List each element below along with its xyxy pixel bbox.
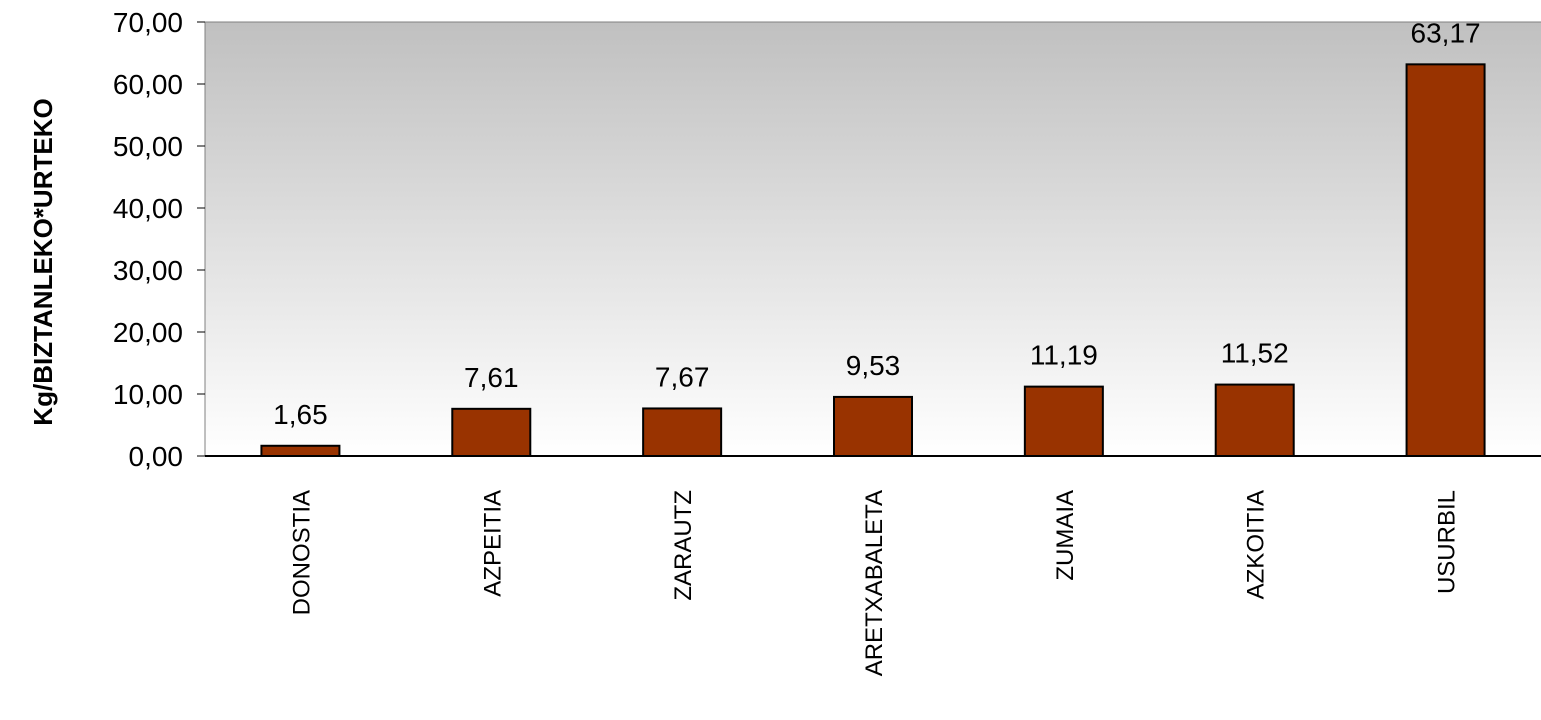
plot-area [204, 21, 1541, 456]
y-axis-title: Kg/BIZTANLEKO*URTEKO [28, 98, 58, 425]
data-label: 7,61 [464, 362, 519, 393]
x-tick-label: ZARAUTZ [670, 490, 697, 601]
y-tick-label: 30,00 [113, 255, 183, 286]
bar-aretxabaleta [833, 395, 913, 457]
x-tick-label: ZUMAIA [1052, 490, 1079, 581]
x-tick-label: USURBIL [1434, 490, 1461, 594]
bar-azpeitia [451, 407, 532, 457]
y-tick-label: 60,00 [113, 69, 183, 100]
bar-donostia [260, 444, 341, 457]
bar-azkoitia [1214, 383, 1295, 457]
bar-zumaia [1023, 385, 1104, 458]
y-axis: 0,00 10,00 20,00 30,00 40,00 50,00 60,00 70,00 [113, 7, 205, 472]
data-label: 1,65 [273, 399, 328, 430]
bars [260, 63, 1486, 458]
y-tick-label: 20,00 [113, 317, 183, 348]
data-label: 11,19 [1030, 340, 1098, 371]
data-label: 9,53 [846, 350, 901, 381]
x-tick-label: ARETXABALETA [861, 490, 888, 676]
y-tick-label: 50,00 [113, 131, 183, 162]
x-tick-label: AZKOITIA [1243, 490, 1270, 599]
plot-background [205, 22, 1541, 456]
data-label: 7,67 [655, 361, 710, 392]
data-label: 63,17 [1411, 17, 1481, 48]
data-label: 11,52 [1221, 338, 1289, 369]
bar-zarautz [642, 407, 723, 458]
y-tick-label: 0,00 [129, 441, 184, 472]
y-tick-label: 10,00 [113, 379, 183, 410]
y-tick-label: 70,00 [113, 7, 183, 38]
data-labels: 1,65 7,61 7,67 9,53 11,19 11,52 63,17 [273, 17, 1480, 429]
x-tick-label: AZPEITIA [479, 490, 506, 597]
y-tick-label: 40,00 [113, 193, 183, 224]
x-tick-label: DONOSTIA [288, 490, 315, 615]
bar-usurbil [1405, 63, 1486, 457]
x-axis: DONOSTIA AZPEITIA ZARAUTZ ARETXABALETA ZUMAI… [205, 455, 1541, 676]
